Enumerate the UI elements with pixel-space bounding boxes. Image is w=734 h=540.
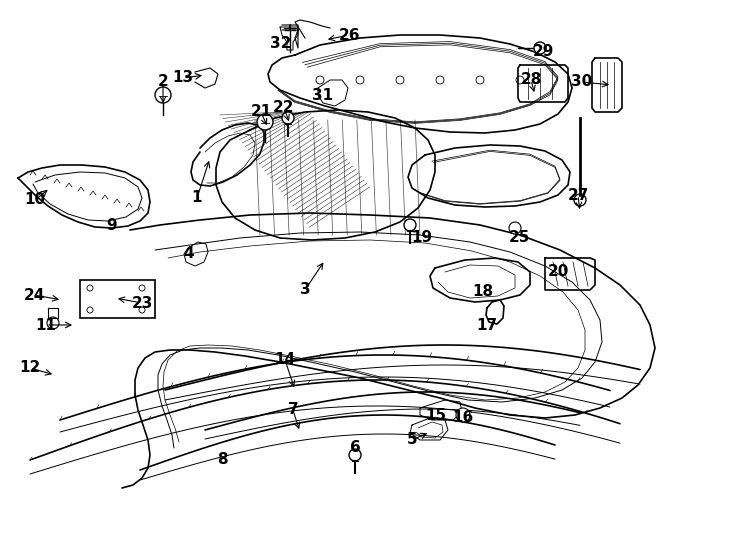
Text: 14: 14 bbox=[275, 353, 296, 368]
Circle shape bbox=[282, 112, 294, 124]
Text: 23: 23 bbox=[131, 295, 153, 310]
Text: 5: 5 bbox=[407, 433, 418, 448]
Circle shape bbox=[534, 42, 546, 54]
Circle shape bbox=[456, 408, 470, 422]
Text: 32: 32 bbox=[270, 36, 291, 51]
Circle shape bbox=[155, 87, 171, 103]
Text: 2: 2 bbox=[158, 75, 168, 90]
Text: 28: 28 bbox=[520, 72, 542, 87]
Text: 10: 10 bbox=[24, 192, 46, 207]
Text: 15: 15 bbox=[426, 408, 446, 422]
Text: 9: 9 bbox=[106, 219, 117, 233]
Text: 29: 29 bbox=[532, 44, 553, 59]
Text: 1: 1 bbox=[192, 191, 203, 206]
Text: 11: 11 bbox=[35, 318, 57, 333]
Text: 22: 22 bbox=[273, 100, 295, 116]
Circle shape bbox=[349, 449, 361, 461]
Text: 31: 31 bbox=[313, 87, 333, 103]
Text: 4: 4 bbox=[184, 246, 195, 260]
Text: 24: 24 bbox=[23, 287, 45, 302]
Bar bbox=[80, 280, 155, 318]
Text: 7: 7 bbox=[288, 402, 298, 417]
Circle shape bbox=[404, 219, 416, 231]
Text: 18: 18 bbox=[473, 285, 493, 300]
Text: 16: 16 bbox=[452, 410, 473, 426]
Text: 6: 6 bbox=[349, 440, 360, 455]
Text: 12: 12 bbox=[19, 361, 40, 375]
Text: 8: 8 bbox=[217, 453, 228, 468]
Text: 30: 30 bbox=[571, 75, 592, 90]
Text: 3: 3 bbox=[299, 282, 310, 298]
Text: 26: 26 bbox=[338, 28, 360, 43]
Circle shape bbox=[509, 222, 521, 234]
Text: 19: 19 bbox=[412, 230, 432, 245]
Text: 21: 21 bbox=[250, 105, 272, 119]
Text: 25: 25 bbox=[509, 230, 530, 245]
Text: 20: 20 bbox=[548, 265, 569, 280]
Text: 17: 17 bbox=[476, 318, 498, 333]
Text: 13: 13 bbox=[172, 71, 194, 85]
Circle shape bbox=[257, 114, 273, 130]
Text: 27: 27 bbox=[567, 187, 589, 202]
